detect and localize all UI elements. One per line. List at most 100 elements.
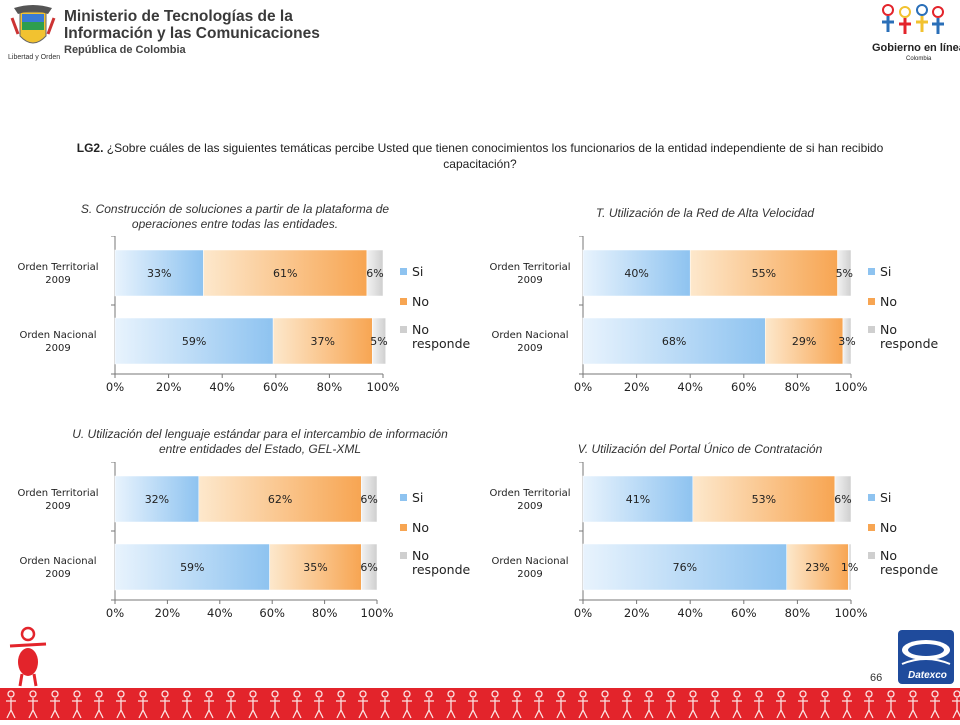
legend-swatch-nr xyxy=(400,552,407,559)
page-number: 66 xyxy=(870,672,883,684)
x-tick-label: 40% xyxy=(677,606,703,620)
footer-person-icon xyxy=(160,690,170,719)
footer-person-icon xyxy=(534,690,544,719)
x-tick-label: 0% xyxy=(106,380,124,394)
footer-person-icon xyxy=(600,690,610,719)
data-label: 6% xyxy=(834,493,851,506)
footer-person-icon xyxy=(138,690,148,719)
data-label: 76% xyxy=(673,561,697,574)
bar-segment-si xyxy=(114,475,200,523)
footer-person-icon xyxy=(116,690,126,719)
chart-t-title: T. Utilización de la Red de Alta Velocid… xyxy=(595,206,815,220)
footer-person-icon xyxy=(798,690,808,719)
category-year-label: 2009 xyxy=(45,501,70,512)
legend-label: Si xyxy=(880,264,891,279)
x-tick-label: 0% xyxy=(574,606,592,620)
x-tick-label: 0% xyxy=(106,606,124,620)
data-label: 53% xyxy=(752,493,776,506)
data-label: 68% xyxy=(662,335,686,348)
legend-swatch-si xyxy=(868,268,875,275)
footer-person-icon xyxy=(50,690,60,719)
x-tick-label: 80% xyxy=(317,380,343,394)
bar-segment-nr xyxy=(366,249,384,297)
footer-person-icon xyxy=(72,690,82,719)
data-label: 59% xyxy=(182,335,206,348)
chart-u: 0% 20% 40% 60% 80% 100% Orden Territorial 2009 O… xyxy=(17,462,470,620)
datexco-mark-icon xyxy=(898,630,954,684)
bar-segment-no xyxy=(198,475,362,523)
coat-of-arms-icon xyxy=(10,5,56,44)
category-year-label: 2009 xyxy=(517,343,542,354)
data-label: 35% xyxy=(303,561,327,574)
category-year-label: 2009 xyxy=(517,501,542,512)
x-tick-label: 60% xyxy=(731,380,757,394)
data-label: 5% xyxy=(370,335,387,348)
bar-segment-no xyxy=(764,317,844,365)
chart-u-title: U. Utilización del lenguaje estándar par… xyxy=(72,427,448,456)
gov-logo-text: Gobierno en línea xyxy=(872,42,960,54)
footer-person-icon xyxy=(930,690,940,719)
data-label: 41% xyxy=(626,493,650,506)
footer-person-icon xyxy=(336,690,346,719)
legend-label: Si xyxy=(412,490,423,505)
category-year-label: 2009 xyxy=(45,343,70,354)
x-tick-label: 100% xyxy=(361,606,394,620)
footer-person-icon xyxy=(28,690,38,719)
x-tick-label: 80% xyxy=(785,606,811,620)
category-year-label: 2009 xyxy=(517,275,542,286)
footer-person-icon xyxy=(270,690,280,719)
legend-label: No xyxy=(412,294,429,309)
bar-segment-si xyxy=(582,543,787,591)
legend-swatch-no xyxy=(400,298,407,305)
x-tick-label: 100% xyxy=(367,380,400,394)
data-label: 6% xyxy=(360,561,377,574)
footer-person-icon xyxy=(402,690,412,719)
bar-segment-nr xyxy=(361,475,378,523)
legend-swatch-si xyxy=(400,494,407,501)
ministry-country: República de Colombia xyxy=(64,44,186,56)
ministry-name-line1: Ministerio de Tecnologías de la xyxy=(64,8,293,25)
bar-segment-si xyxy=(582,249,691,297)
x-tick-label: 60% xyxy=(731,606,757,620)
question-body: ¿Sobre cuáles de las siguientes temática… xyxy=(106,141,884,171)
footer-person-icon xyxy=(622,690,632,719)
x-tick-label: 20% xyxy=(624,380,650,394)
bar-segment-nr xyxy=(361,543,378,591)
category-label: Orden Nacional xyxy=(19,330,96,341)
data-label: 23% xyxy=(805,561,829,574)
x-tick-label: 40% xyxy=(209,380,235,394)
data-label: 32% xyxy=(145,493,169,506)
legend-label: Si xyxy=(412,264,423,279)
legend-label-cont: responde xyxy=(412,336,470,351)
x-tick-label: 100% xyxy=(835,606,868,620)
legend-swatch-no xyxy=(868,524,875,531)
category-label: Orden Territorial xyxy=(489,262,570,273)
legend-label-cont: responde xyxy=(412,562,470,577)
bar-segment-si xyxy=(114,317,274,365)
footer-person-icon xyxy=(556,690,566,719)
footer-person-icon xyxy=(6,690,16,719)
question-code: LG2. xyxy=(76,141,104,155)
footer-person-icon xyxy=(688,690,698,719)
footer-person-icon xyxy=(424,690,434,719)
legend-swatch-nr xyxy=(400,326,407,333)
legend-swatch-si xyxy=(868,494,875,501)
question-text: LG2. ¿Sobre cuáles de las siguientes tem… xyxy=(40,140,920,172)
category-label: Orden Nacional xyxy=(491,330,568,341)
x-tick-label: 40% xyxy=(207,606,233,620)
legend-swatch-no xyxy=(868,298,875,305)
bar-segment-nr xyxy=(372,317,386,365)
bar-segment-si xyxy=(114,249,204,297)
category-label: Orden Nacional xyxy=(491,556,568,567)
footer-person-icon xyxy=(864,690,874,719)
data-label: 33% xyxy=(147,267,171,280)
person-figure-icon xyxy=(9,626,47,687)
footer-person-icon xyxy=(226,690,236,719)
footer-person-icon xyxy=(94,690,104,719)
bar-segment-no xyxy=(272,317,373,365)
legend-label: No xyxy=(880,322,897,337)
bar-segment-nr xyxy=(848,543,852,591)
data-label: 59% xyxy=(180,561,204,574)
data-label: 1% xyxy=(841,561,858,574)
x-tick-label: 0% xyxy=(574,380,592,394)
